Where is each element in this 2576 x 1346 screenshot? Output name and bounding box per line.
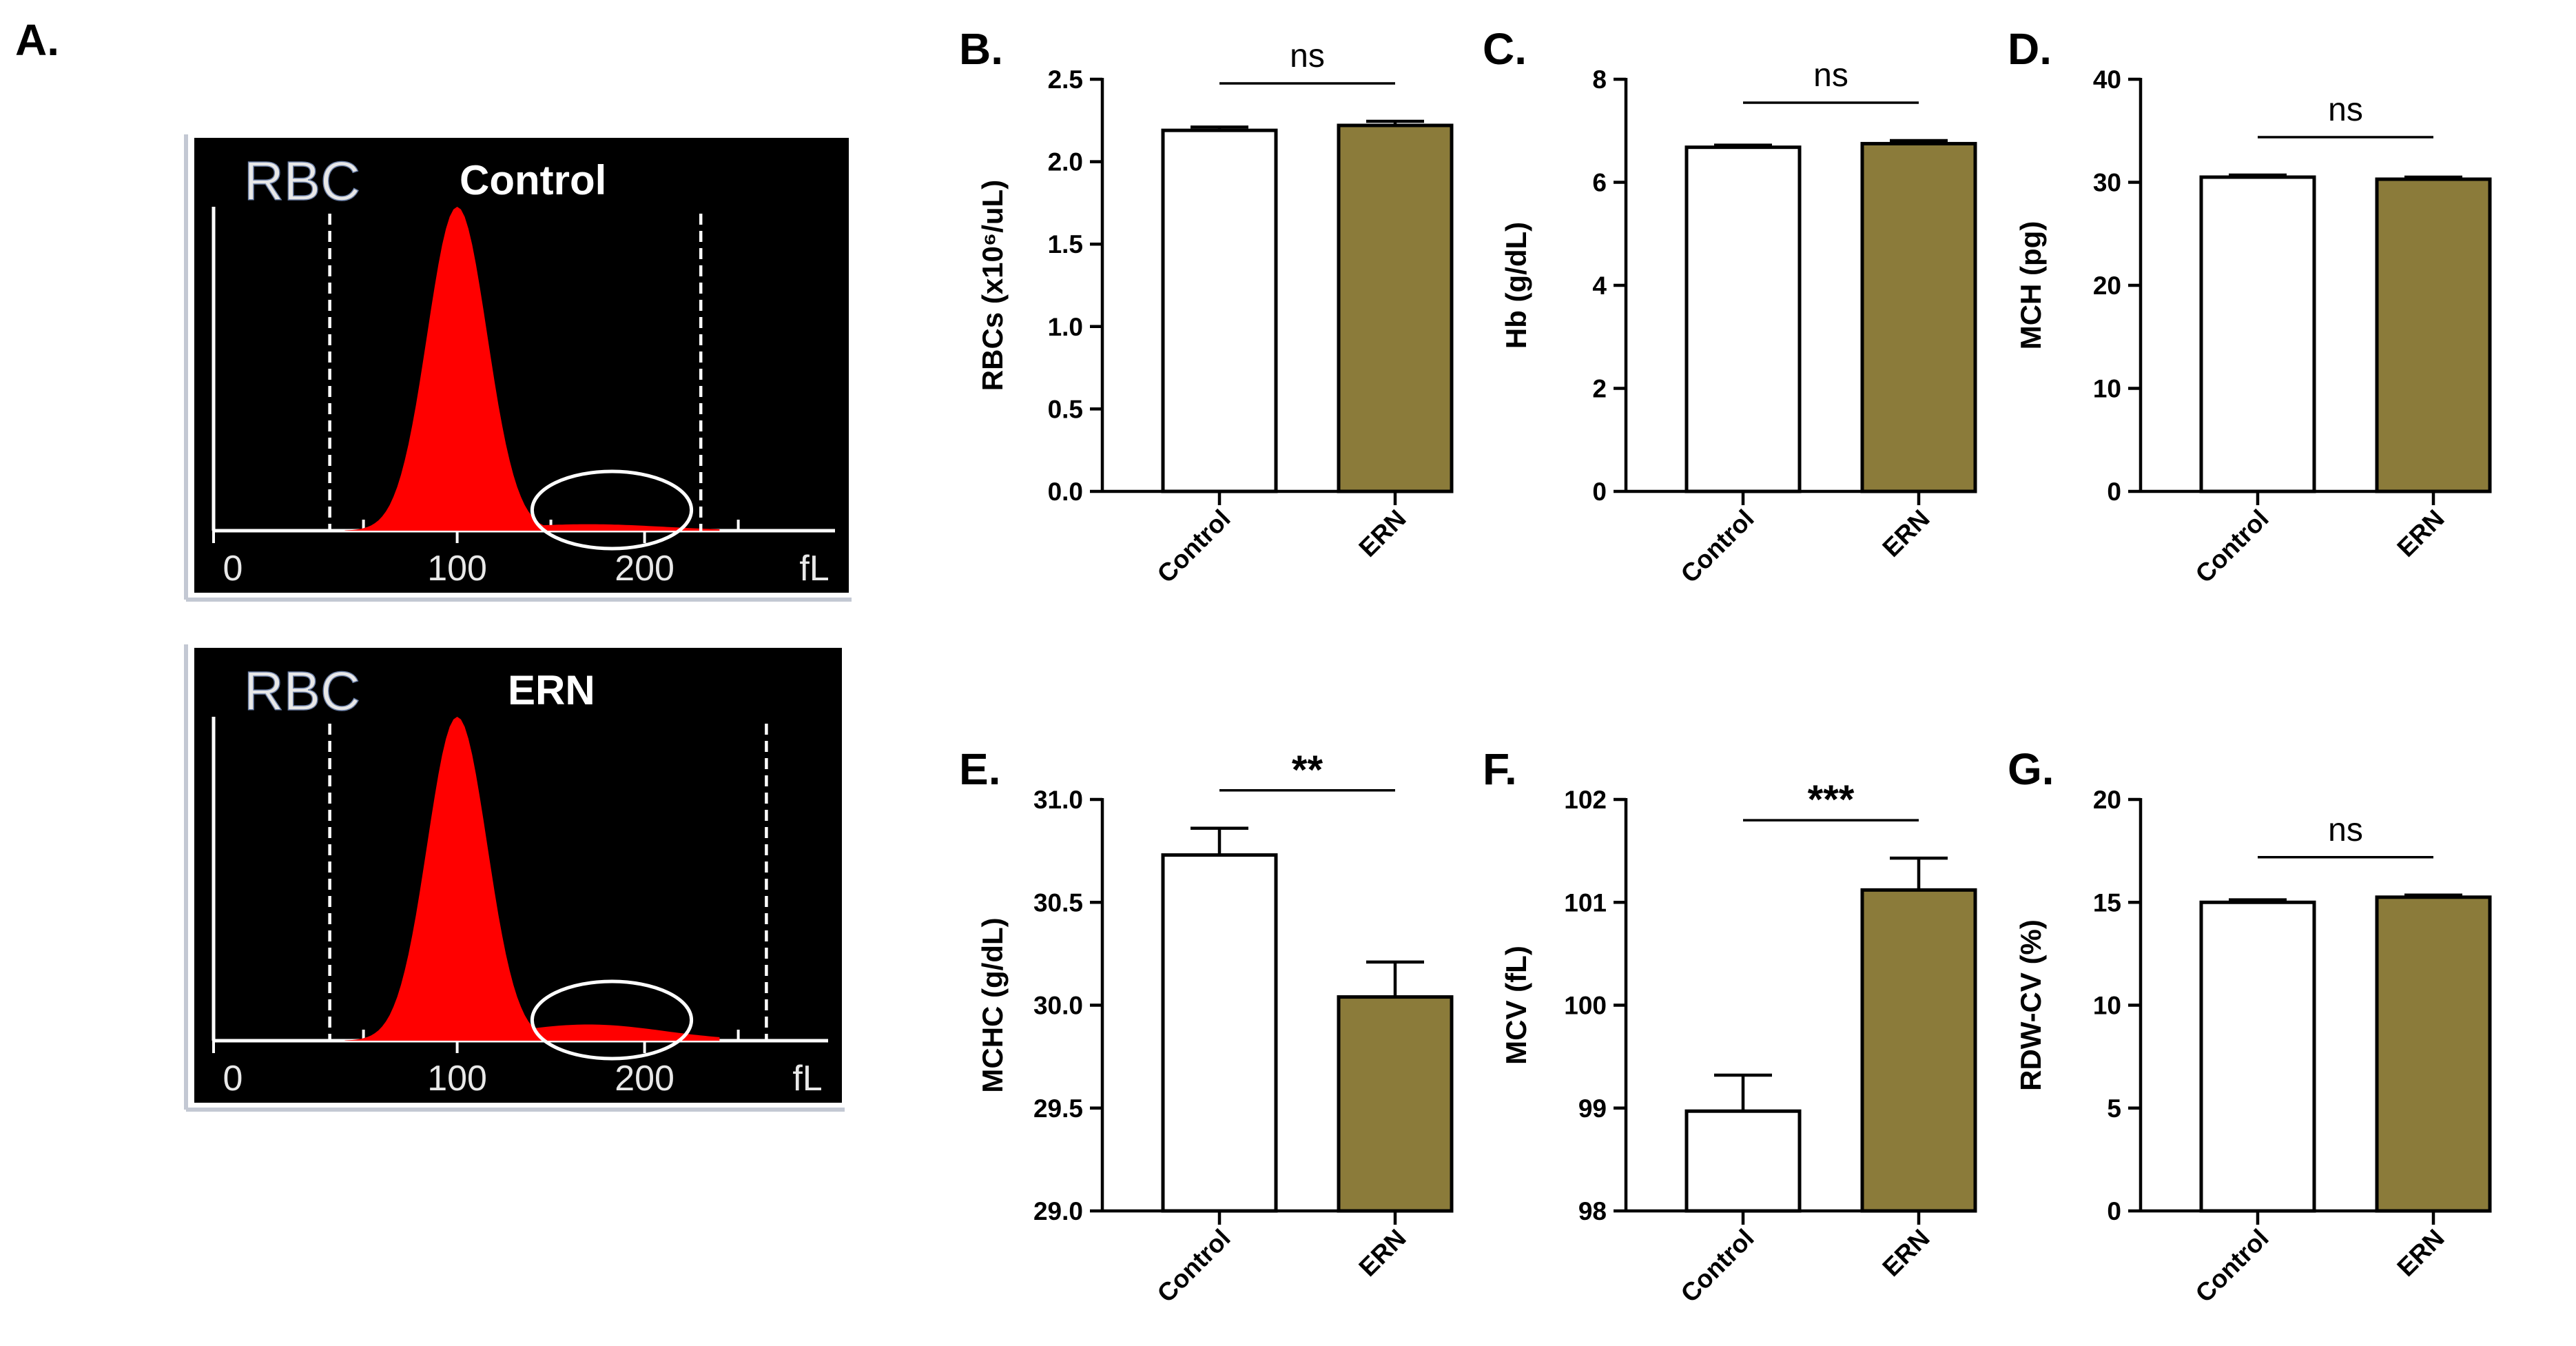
bar-ern: [1860, 888, 1977, 1213]
histogram-distribution: [344, 717, 720, 1041]
y-tick-label: 29.5: [1033, 1094, 1083, 1123]
y-tick-label: 15: [2093, 888, 2121, 917]
histogram-tick-label: 0: [223, 1059, 243, 1099]
y-tick-label: 100: [1564, 992, 1607, 1020]
y-tick-label: 0.0: [1048, 478, 1083, 506]
significance-label: ***: [1808, 777, 1855, 822]
histogram-tick-label: 100: [427, 549, 487, 589]
histogram-tick-label: 200: [615, 1059, 674, 1099]
y-tick-label: 1.5: [1048, 230, 1083, 258]
y-tick-label: 101: [1564, 888, 1607, 917]
y-tick-label: 31.0: [1033, 786, 1083, 814]
y-tick-label: 1.0: [1048, 313, 1083, 341]
y-tick-label: 0: [1592, 478, 1607, 506]
x-tick-label-control: Control: [1676, 1224, 1760, 1308]
highlight-ellipse: [530, 979, 694, 1061]
y-axis-label: RDW-CV (%): [2015, 919, 2047, 1091]
x-tick-label-ern: ERN: [1877, 504, 1935, 562]
highlight-ellipse: [530, 469, 694, 551]
x-tick-label-control: Control: [1152, 1224, 1236, 1308]
histogram-tick-label: 0: [223, 549, 243, 589]
y-axis-label: Hb (g/dL): [1500, 222, 1532, 349]
panel-label-g: G.: [2008, 744, 2054, 794]
y-tick-label: 0: [2107, 1197, 2121, 1225]
y-tick-label: 0.5: [1048, 395, 1083, 423]
bar-control: [2199, 175, 2316, 493]
y-tick-label: 6: [1592, 169, 1607, 197]
histogram-group: Control: [460, 157, 606, 203]
bar-control: [2199, 900, 2316, 1213]
significance-label: **: [1292, 748, 1323, 793]
chart-c: C. 0 2 4 6 8 Hb (g/dL) Control ERN ns: [1483, 24, 1977, 589]
panel-label-c: C.: [1483, 24, 1527, 74]
y-tick-label: 98: [1578, 1197, 1607, 1225]
x-tick-label-ern: ERN: [1877, 1224, 1935, 1282]
panel-label-d: D.: [2008, 24, 2052, 74]
bar-ern: [1860, 141, 1977, 493]
histogram-unit: fL: [792, 1059, 822, 1099]
bar-control: [1161, 853, 1278, 1213]
histogram-tick-label: 100: [427, 1059, 487, 1099]
bar-control: [1684, 145, 1802, 493]
y-tick-label: 29.0: [1033, 1197, 1083, 1225]
histogram-channel: RBC: [244, 150, 360, 212]
histogram-control: RBC Control 0 100 200 fL: [184, 134, 937, 602]
bar-ern: [2375, 895, 2492, 1213]
chart-e: E. 29.0 29.5 30.0 30.5 31.0 MCHC (g/dL) Control…: [959, 744, 1454, 1308]
significance-label: ns: [2328, 812, 2363, 848]
y-axis-label: MCHC (g/dL): [976, 917, 1009, 1092]
chart-f: F. 98 99 100 101 102 MCV (fL) Control ERN ***: [1483, 744, 1977, 1308]
x-tick-label-control: Control: [2190, 504, 2274, 589]
bar-control: [1161, 128, 1278, 493]
y-axis-label: RBCs (x10⁶/uL): [976, 180, 1009, 391]
chart-b: B. 0.0 0.5 1.0 1.5 2.0 2.5 RBCs (x10⁶/uL) Contro…: [959, 24, 1454, 589]
x-tick-label-control: Control: [2190, 1224, 2274, 1308]
x-tick-label-control: Control: [1676, 504, 1760, 589]
y-axis-label: MCH (pg): [2015, 221, 2047, 350]
x-tick-label-ern: ERN: [2391, 1224, 2449, 1282]
y-tick-label: 30.5: [1033, 888, 1083, 917]
x-tick-label-ern: ERN: [2391, 504, 2449, 562]
histogram-ern: RBC ERN 0 100 200 fL: [184, 644, 937, 1112]
y-tick-label: 102: [1564, 786, 1607, 814]
y-tick-label: 2: [1592, 375, 1607, 403]
chart-d: D. 0 10 20 30 40 MCH (pg) Control ERN ns: [2008, 24, 2492, 589]
x-tick-label-ern: ERN: [1353, 504, 1411, 562]
significance-label: ns: [1290, 38, 1325, 74]
y-axis-label: MCV (fL): [1500, 946, 1532, 1065]
histogram-unit: fL: [799, 549, 829, 589]
y-tick-label: 30.0: [1033, 992, 1083, 1020]
y-tick-label: 10: [2093, 992, 2121, 1020]
chart-g: G. 0 5 10 15 20 RDW-CV (%) Control ERN ns: [2008, 744, 2492, 1308]
y-tick-label: 2.0: [1048, 148, 1083, 176]
x-tick-label-ern: ERN: [1353, 1224, 1411, 1282]
y-tick-label: 10: [2093, 375, 2121, 403]
panel-label-b: B.: [959, 24, 1003, 74]
y-tick-label: 8: [1592, 65, 1607, 94]
bar-ern: [1337, 995, 1454, 1213]
histogram-group: ERN: [508, 667, 595, 713]
y-tick-label: 30: [2093, 169, 2121, 197]
y-tick-label: 4: [1592, 272, 1607, 300]
y-tick-label: 20: [2093, 272, 2121, 300]
bar-ern: [1337, 123, 1454, 493]
bar-ern: [2375, 177, 2492, 493]
panel-label-e: E.: [959, 744, 1000, 794]
bar-control: [1684, 1109, 1802, 1213]
significance-label: ns: [1813, 57, 1848, 94]
y-tick-label: 99: [1578, 1094, 1607, 1123]
y-tick-label: 40: [2093, 65, 2121, 94]
histogram-channel: RBC: [244, 660, 360, 722]
histogram-tick-label: 200: [615, 549, 674, 589]
panel-label-f: F.: [1483, 744, 1517, 794]
y-tick-label: 0: [2107, 478, 2121, 506]
panel-label-a: A.: [15, 15, 59, 65]
x-tick-label-control: Control: [1152, 504, 1236, 589]
y-tick-label: 20: [2093, 786, 2121, 814]
y-tick-label: 5: [2107, 1094, 2121, 1123]
y-tick-label: 2.5: [1048, 65, 1083, 94]
histogram-distribution: [344, 207, 720, 531]
significance-label: ns: [2328, 92, 2363, 128]
